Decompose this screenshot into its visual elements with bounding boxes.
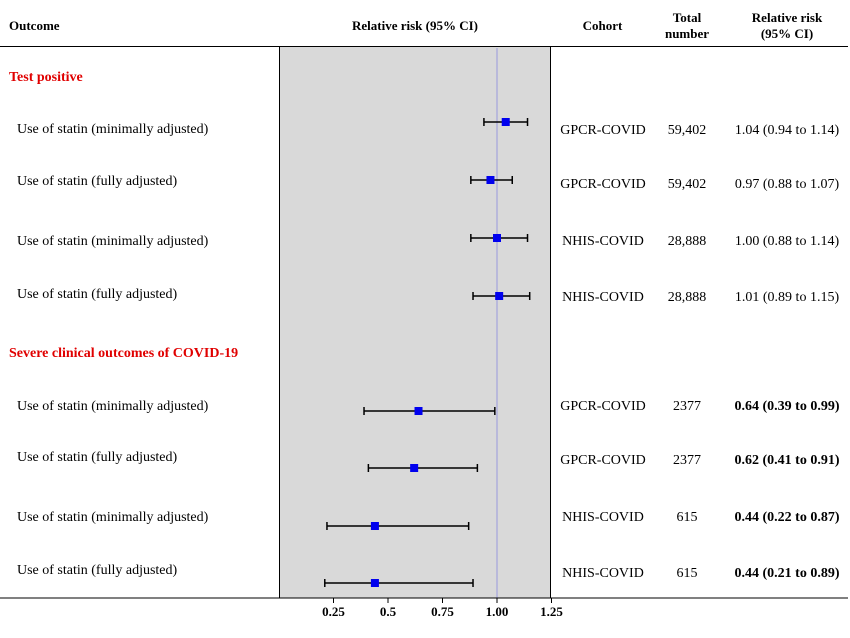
estimate-marker — [370, 522, 379, 530]
relative-risk-cell: 0.97 (0.88 to 1.07) — [734, 177, 840, 192]
header-total-number: Total number — [656, 10, 718, 42]
row-label: Use of statin (minimally adjusted) — [17, 234, 209, 249]
row-label: Use of statin (fully adjusted) — [17, 174, 178, 189]
relative-risk-cell: 1.01 (0.89 to 1.15) — [734, 290, 840, 305]
cohort-cell: GPCR-COVID — [560, 453, 646, 468]
cohort-cell: NHIS-COVID — [562, 566, 644, 581]
row-label: Use of statin (fully adjusted) — [17, 450, 178, 465]
relative-risk-cell: 0.44 (0.21 to 0.89) — [734, 566, 840, 581]
estimate-marker — [414, 407, 423, 415]
total-number-cell: 2377 — [673, 453, 701, 468]
estimate-marker — [410, 464, 419, 472]
total-number-cell: 615 — [676, 566, 698, 581]
cohort-cell: GPCR-COVID — [560, 399, 646, 414]
cohort-cell: NHIS-COVID — [562, 234, 644, 249]
row-label: Use of statin (fully adjusted) — [17, 563, 178, 578]
total-number-cell: 615 — [676, 510, 698, 525]
cohort-cell: GPCR-COVID — [560, 123, 646, 138]
header-rr-line1: Relative risk — [751, 10, 823, 25]
x-tick-label: 0.75 — [431, 604, 454, 619]
relative-risk-cell: 0.44 (0.22 to 0.87) — [734, 510, 840, 525]
header-relative-risk-ci: Relative risk (95% CI) — [726, 10, 848, 42]
x-tick-label: 1.00 — [486, 604, 509, 619]
plot-area — [279, 47, 551, 598]
estimate-marker — [370, 579, 379, 587]
header-cohort: Cohort — [582, 18, 623, 33]
cohort-cell: NHIS-COVID — [562, 510, 644, 525]
x-tick-label: 0.5 — [380, 604, 397, 619]
relative-risk-cell: 0.64 (0.39 to 0.99) — [734, 399, 840, 414]
cohort-cell: GPCR-COVID — [560, 177, 646, 192]
estimate-marker — [493, 234, 501, 242]
estimate-marker — [495, 292, 504, 300]
estimate-marker — [486, 176, 495, 184]
relative-risk-cell: 0.62 (0.41 to 0.91) — [734, 453, 840, 468]
row-label: Use of statin (minimally adjusted) — [17, 122, 209, 137]
header-rr-line2: (95% CI) — [760, 26, 814, 41]
relative-risk-cell: 1.04 (0.94 to 1.14) — [734, 123, 840, 138]
x-tick-label: 0.25 — [322, 604, 345, 619]
row-label: Use of statin (minimally adjusted) — [17, 510, 209, 525]
estimate-marker — [501, 118, 510, 126]
header-top-rule — [0, 46, 848, 47]
cohort-cell: NHIS-COVID — [562, 290, 644, 305]
header-total-line2: number — [664, 26, 710, 41]
header-outcome: Outcome — [9, 18, 60, 33]
total-number-cell: 59,402 — [667, 123, 707, 138]
section-title-severe-outcomes: Severe clinical outcomes of COVID-19 — [9, 346, 239, 361]
relative-risk-cell: 1.00 (0.88 to 1.14) — [734, 234, 840, 249]
x-tick-label: 1.25 — [540, 604, 563, 619]
total-number-cell: 28,888 — [667, 290, 707, 305]
row-label: Use of statin (minimally adjusted) — [17, 399, 209, 414]
header-relative-risk-plot: Relative risk (95% CI) — [351, 18, 478, 33]
header-total-line1: Total — [672, 10, 702, 25]
section-title-test-positive: Test positive — [9, 70, 83, 85]
row-label: Use of statin (fully adjusted) — [17, 287, 178, 302]
total-number-cell: 28,888 — [667, 234, 707, 249]
total-number-cell: 59,402 — [667, 177, 707, 192]
total-number-cell: 2377 — [673, 399, 701, 414]
